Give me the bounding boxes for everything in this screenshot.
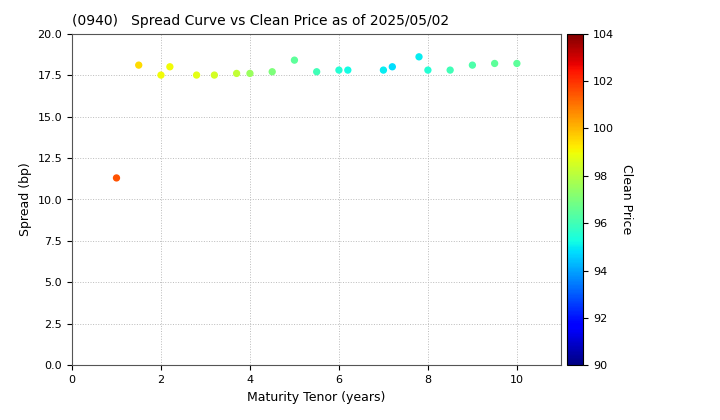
Point (244, 70, 256, 77)
Y-axis label: Clean Price: Clean Price (621, 164, 634, 235)
X-axis label: Maturity Tenor (years): Maturity Tenor (years) (248, 391, 386, 404)
Point (191, 72, 202, 79)
Point (266, 68, 278, 75)
Point (342, 67, 354, 74)
Point (311, 68, 323, 75)
Point (156, 72, 167, 79)
Point (422, 67, 433, 74)
Point (289, 57, 300, 63)
Point (209, 72, 220, 79)
Point (164, 63, 176, 70)
Point (378, 67, 390, 74)
Point (387, 63, 398, 70)
Point (467, 62, 478, 68)
Point (489, 60, 500, 67)
Point (444, 67, 456, 74)
Point (133, 62, 145, 68)
Point (413, 53, 425, 60)
Point (231, 70, 243, 77)
Point (111, 175, 122, 181)
Text: (0940)   Spread Curve vs Clean Price as of 2025/05/02: (0940) Spread Curve vs Clean Price as of… (72, 14, 449, 28)
Y-axis label: Spread (bp): Spread (bp) (19, 163, 32, 236)
Point (333, 67, 345, 74)
Point (511, 60, 523, 67)
